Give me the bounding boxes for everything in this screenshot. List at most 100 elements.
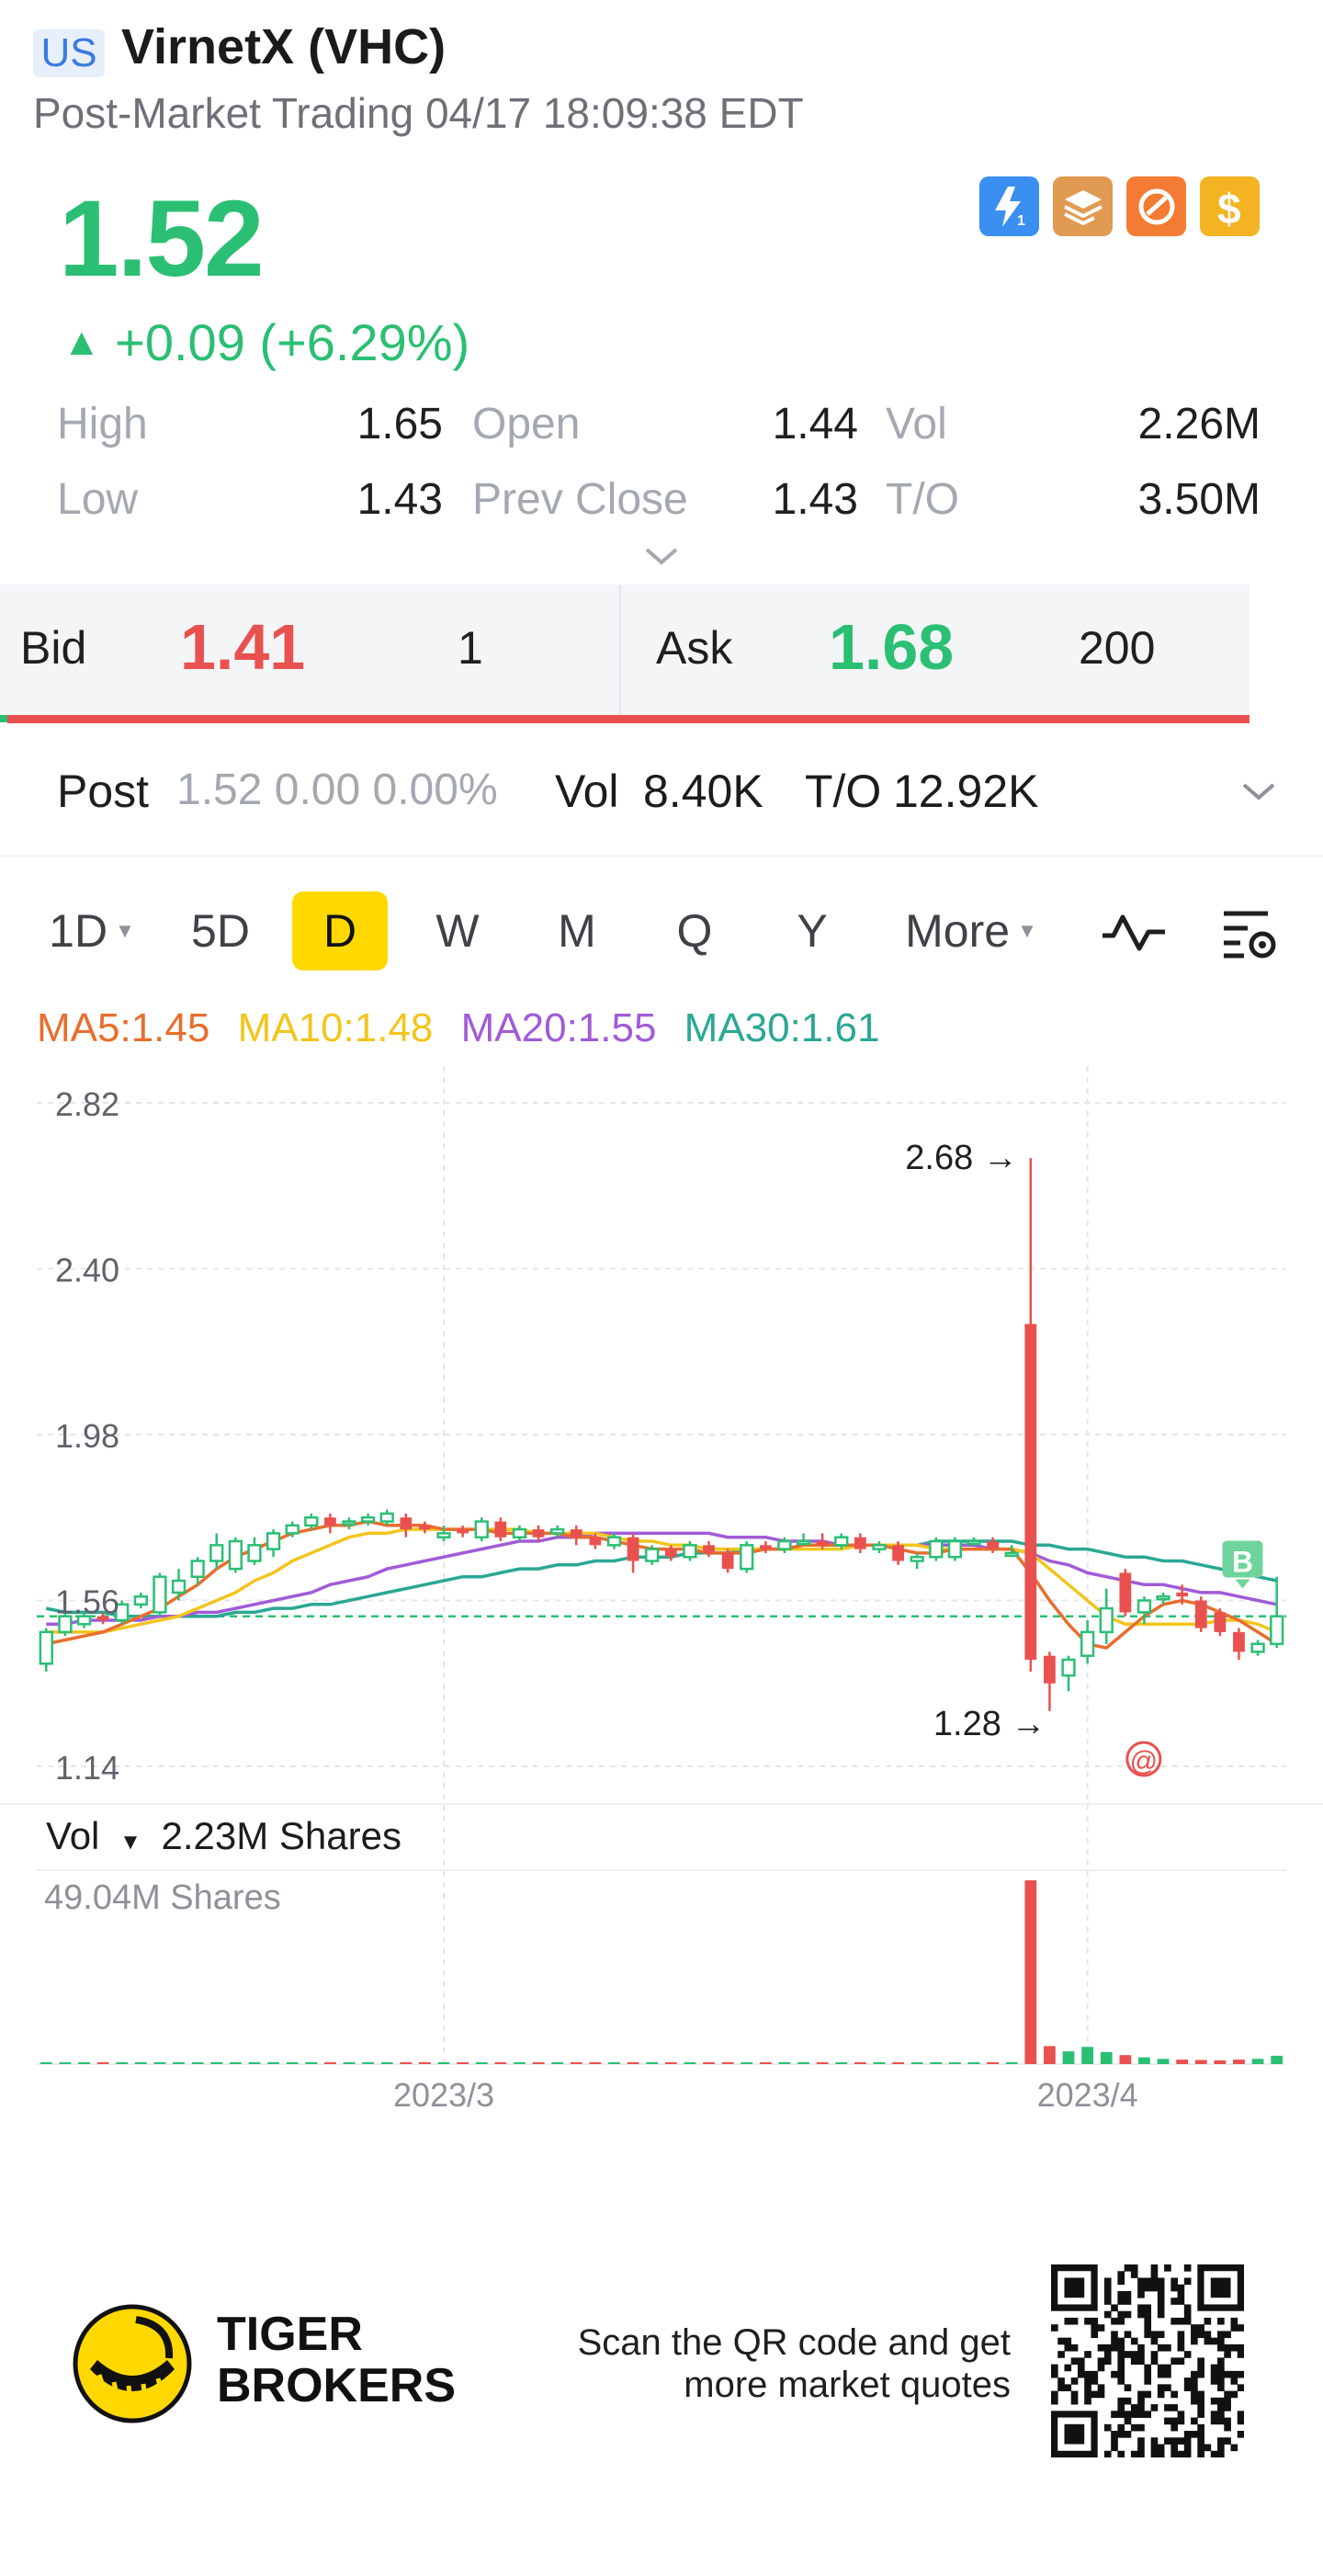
svg-text:1: 1 [1017,213,1025,229]
svg-text:$: $ [1217,185,1241,231]
candles [39,1158,1284,1711]
volume-label: Vol [46,1814,100,1857]
chevron-down-icon[interactable] [643,542,680,570]
candle-body [740,1544,754,1571]
ma30-line [45,1539,1278,1618]
chart-settings-icon[interactable] [1220,906,1281,961]
volume-bar [210,2062,223,2064]
ma-legend: MA5:1.45 MA10:1.48 MA20:1.55 MA30:1.61 [37,1005,879,1051]
ask-ratio-bar [7,715,1250,723]
post-market-row[interactable]: Post 1.52 0.00 0.00% Vol 8.40K T/O 12.92… [0,726,1323,857]
volume-bar [741,2062,753,2064]
candlestick-chart[interactable]: 2.82 2.40 1.98 1.56 1.14 2023/3 2023/4 2.68 → 1.… [0,1057,1323,2150]
dollar-icon[interactable]: $ [1200,176,1260,236]
volume-bar [1005,2062,1018,2064]
candle-body [1099,1606,1114,1634]
qr-code[interactable] [1051,2264,1244,2457]
volume-bar [967,2062,980,2064]
volume-bar [1138,2057,1150,2064]
candle-body [304,1516,319,1527]
tab-w[interactable]: W [435,905,480,957]
y-tick-label: 1.14 [55,1749,119,1787]
volume-bar [835,2062,848,2064]
volume-bar [1044,2046,1056,2064]
volume-bar [1176,2060,1189,2064]
tab-y[interactable]: Y [797,905,828,957]
cycle-icon[interactable] [1126,176,1186,236]
market-badge: US [33,29,105,77]
candle-body [1061,1658,1076,1677]
volume-bar [910,2062,923,2064]
cta-line-1: Scan the QR code and get [577,2322,1011,2363]
volume-bar [1100,2051,1113,2064]
tab-5d[interactable]: 5D [191,905,250,957]
candle-body [532,1529,545,1538]
candle-body [947,1539,963,1559]
candle-body [436,1532,451,1538]
candle-body [664,1549,677,1558]
volume-bar [286,2062,299,2064]
candle-body [133,1594,148,1606]
volume-bar [627,2062,639,2064]
ask-label: Ask [656,622,733,674]
bid-label: Bid [20,622,87,674]
tab-q[interactable]: Q [676,905,713,957]
candle-body [589,1537,602,1546]
candle-body [1194,1600,1207,1628]
candle-body [76,1615,92,1626]
candle-body [703,1545,715,1553]
lightning-icon[interactable]: 1 [979,176,1039,236]
volume-bar [305,2062,318,2064]
candle-body [266,1532,281,1550]
volume-bar [1194,2060,1207,2064]
candle-body [474,1520,489,1538]
chevron-down-icon[interactable] [1240,779,1277,803]
stack-icon[interactable] [1053,176,1113,236]
stock-title: VirnetX (VHC) [121,19,447,74]
buy-marker-label: B [1232,1546,1253,1579]
volume-bar [173,2062,185,2064]
x-tick-label: 2023/4 [1037,2076,1138,2114]
up-arrow-icon: ▲ [62,320,101,363]
ma30-label: MA30:1.61 [684,1005,880,1050]
bid-ratio-bar [0,715,7,722]
volume-bar [419,2062,431,2064]
candle-body [872,1544,887,1550]
price-change: ▲ +0.09 (+6.29%) [62,312,469,372]
max-price-label: 2.68 → [905,1139,1018,1177]
candle-body [342,1520,356,1526]
candle-body [228,1539,243,1571]
indicator-wave-icon[interactable] [1099,912,1169,954]
candle-body [777,1539,792,1550]
volume-bar [797,2062,809,2064]
tab-d[interactable]: D [292,891,388,970]
volume-bar [343,2062,356,2064]
high-value: 1.65 [356,400,443,448]
tiger-logo-icon [73,2304,192,2423]
volume-bar [324,2062,336,2064]
volume-header[interactable]: Vol ▼ 2.23M Shares [46,1814,401,1858]
prev-close-value: 1.43 [772,475,858,524]
volume-bar [1271,2055,1283,2064]
volume-bar [1251,2059,1264,2064]
volume-bar [1062,2051,1075,2064]
candle-body [115,1603,130,1622]
candle-body [400,1517,413,1530]
ma10-label: MA10:1.48 [237,1005,434,1050]
candle-body [285,1524,300,1535]
x-tick-label: 2023/3 [393,2076,494,2114]
volume-bar [930,2062,943,2064]
volume-bar [248,2062,261,2064]
y-tick-label: 2.82 [55,1085,119,1123]
prev-close-label: Prev Close [472,475,688,524]
volume-bar [949,2062,961,2064]
tab-1d[interactable]: 1D ▼ [49,905,135,957]
volume-bar [494,2062,507,2064]
tab-m[interactable]: M [558,905,596,957]
post-to-value: 12.92K [893,766,1039,817]
candle-body [39,1630,53,1665]
volume-bar [892,2062,904,2064]
candle-body [58,1615,73,1634]
low-value: 1.43 [356,475,443,524]
tab-more[interactable]: More ▼ [905,905,1037,957]
